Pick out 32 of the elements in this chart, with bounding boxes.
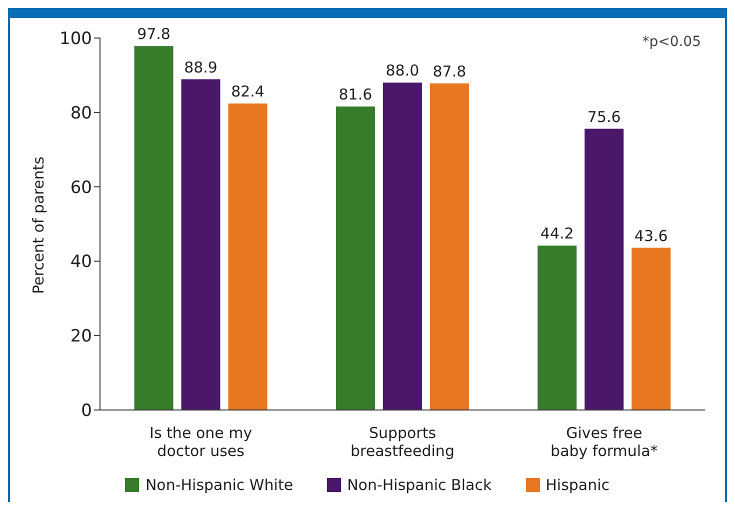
legend-label: Hispanic: [544, 476, 610, 494]
text: 82.4: [231, 82, 264, 100]
bar: [584, 128, 624, 410]
legend-label: Non-Hispanic White: [144, 476, 294, 494]
text: 43.6: [634, 226, 668, 245]
bar: [181, 79, 220, 410]
bar: [538, 246, 577, 410]
y-tick-label: 40: [70, 252, 92, 272]
text: 44.2: [540, 224, 574, 243]
y-tick-label: 20: [70, 326, 92, 347]
text: 88.9: [184, 58, 218, 76]
y-tick-label: 80: [70, 103, 92, 124]
bar: [382, 82, 422, 410]
annotation: *p<0.05: [642, 34, 701, 50]
x-tick-label: Is the one my doctor uses: [150, 424, 252, 460]
bar: [228, 103, 268, 410]
text: 88.0: [386, 62, 420, 80]
bar: [336, 106, 375, 410]
bar: [632, 248, 671, 410]
y-tick-label: 100: [60, 29, 92, 50]
y-tick-label: 60: [70, 178, 92, 198]
bar: [134, 46, 174, 410]
text: 97.8: [137, 25, 170, 44]
bar: [430, 83, 469, 410]
x-tick-label: Supports breastfeeding: [350, 424, 454, 460]
legend-label: Non-Hispanic Black: [346, 476, 492, 494]
text: 75.6: [587, 108, 621, 126]
y-axis-title: Percent of parents: [29, 156, 48, 294]
x-tick-label: Gives free baby formula*: [550, 424, 658, 460]
text: 87.8: [432, 62, 466, 80]
text: 81.6: [338, 85, 372, 104]
y-tick-label: 0: [81, 401, 92, 422]
